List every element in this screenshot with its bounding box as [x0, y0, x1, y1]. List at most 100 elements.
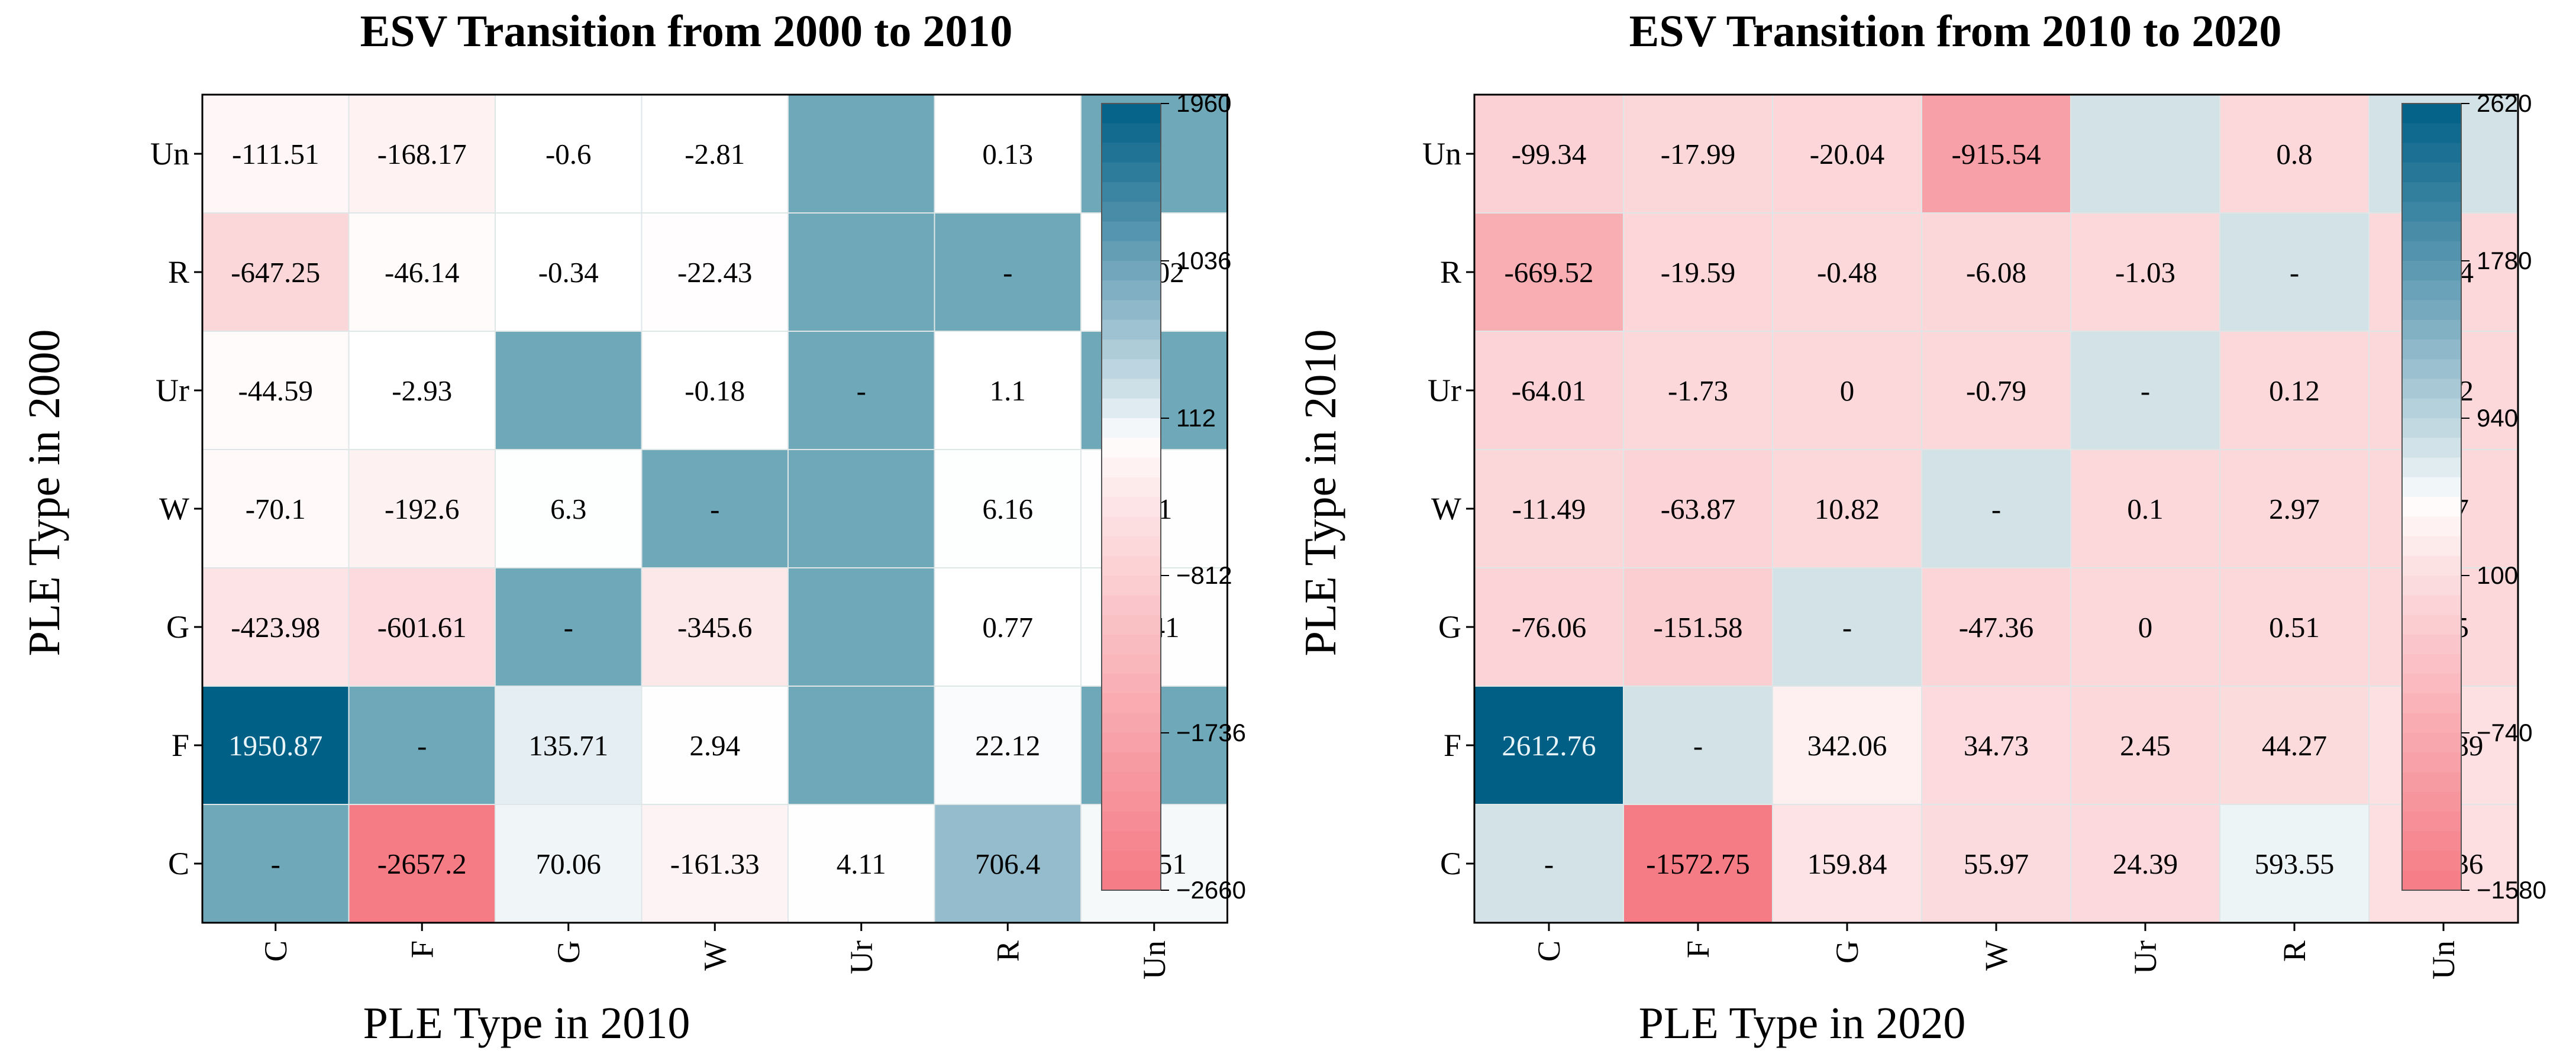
cell-value-label: -63.87 [1661, 493, 1736, 525]
colorbar-step [1102, 398, 1161, 419]
cell-value-label: -0.79 [1966, 374, 2026, 407]
colorbar-tick-label: 1960 [1176, 89, 1231, 117]
cell-value-label: -2.81 [685, 138, 745, 170]
heatmap-cell [495, 567, 643, 687]
heatmap-cell [641, 686, 789, 805]
colorbar-step [1102, 162, 1161, 183]
y-tick-label: F [1444, 728, 1461, 763]
x-tick-label: Ur [2128, 940, 2163, 974]
colorbar-step [1102, 674, 1161, 694]
heatmap-cell [1474, 567, 1624, 687]
colorbar-step [1102, 418, 1161, 439]
heatmap-cell [787, 567, 935, 687]
colorbar-step [2402, 497, 2461, 518]
cell-value-label: - [1991, 493, 2001, 525]
cell-value-label: -70.1 [246, 493, 306, 525]
cell-value-label: - [1003, 256, 1012, 289]
cell-value-label: - [2141, 374, 2150, 407]
heatmap-cell [1921, 94, 2071, 214]
y-axis-label: PLE Type in 2000 [20, 329, 69, 657]
cell-value-label: 0 [1840, 374, 1855, 407]
cell-value-label: 2.94 [689, 729, 740, 762]
heatmap-cell [495, 804, 643, 923]
colorbar-tick-label: 940 [2477, 404, 2518, 432]
heatmap-cell [2070, 449, 2220, 568]
colorbar-step [1102, 831, 1161, 852]
y-tick-label: G [166, 609, 189, 645]
colorbar-step [1102, 202, 1161, 222]
cell-value-label: - [2290, 256, 2299, 289]
cell-value-label: 70.06 [536, 848, 601, 880]
heatmap-panel-2000-2010: ESV Transition from 2000 to 2010 -111.51… [20, 7, 1246, 1048]
colorbar-step [2402, 851, 2461, 871]
heatmap-cell [1474, 686, 1624, 805]
heatmap-cell [787, 212, 935, 332]
colorbar-step [2402, 241, 2461, 261]
heatmap-cell [2219, 804, 2370, 923]
heatmap-cell [1474, 94, 1624, 214]
y-tick-label: F [172, 728, 189, 763]
cell-value-label: -0.48 [1817, 256, 1877, 289]
heatmap-cell [1921, 804, 2071, 923]
cell-value-label: 2.45 [2120, 729, 2171, 762]
colorbar-step [1102, 634, 1161, 655]
heatmap-cell [641, 449, 789, 568]
colorbar: 2620 1780 940 100 −740 −1580 [2401, 89, 2546, 904]
heatmap-cell [2219, 212, 2370, 332]
heatmap-cell [1623, 686, 1773, 805]
cell-value-label: 6.16 [982, 493, 1033, 525]
cell-value-label: -6.08 [1966, 256, 2026, 289]
heatmap-cell [1921, 331, 2071, 450]
cell-value-label: -17.99 [1661, 138, 1736, 170]
cell-value-label: 0 [2138, 611, 2153, 644]
x-tick-label: Un [1137, 940, 1172, 980]
cell-value-label: -345.6 [677, 611, 753, 644]
colorbar-step [1102, 752, 1161, 773]
x-tick-label: W [697, 940, 732, 971]
cell-value-label: -111.51 [232, 138, 319, 170]
colorbar-step [2402, 162, 2461, 183]
heatmap-cell [202, 94, 350, 214]
cell-value-label: 593.55 [2255, 848, 2335, 880]
cell-value-label: -1.03 [2115, 256, 2175, 289]
colorbar-step [1102, 340, 1161, 360]
colorbar-step [2402, 418, 2461, 439]
colorbar-step [2402, 319, 2461, 340]
colorbar-step [2402, 791, 2461, 812]
heatmap-cell [1921, 686, 2071, 805]
cell-value-label: 2612.76 [1502, 729, 1596, 762]
colorbar-step [1102, 536, 1161, 557]
cell-value-label: 342.06 [1807, 729, 1887, 762]
colorbar-step [1102, 280, 1161, 301]
colorbar-step [1102, 379, 1161, 399]
cell-value-label: 706.4 [975, 848, 1040, 880]
heatmap-cell [1623, 94, 1773, 214]
x-tick-label: C [258, 940, 293, 962]
x-tick-label: W [1978, 940, 2014, 971]
colorbar-step [2402, 221, 2461, 242]
cell-value-label: 135.71 [528, 729, 608, 762]
colorbar-step [2402, 595, 2461, 616]
cell-value-label: 0.8 [2276, 138, 2312, 170]
cell-value-label: -19.59 [1661, 256, 1736, 289]
x-tick-label: R [2277, 940, 2312, 962]
y-tick-label: W [1431, 491, 1461, 526]
heatmap-cell [1772, 449, 1922, 568]
heatmap-cell [787, 331, 935, 450]
heatmap-cell [1623, 449, 1773, 568]
colorbar-step [2402, 615, 2461, 635]
y-tick-label: C [168, 846, 189, 881]
colorbar-step [1102, 615, 1161, 635]
colorbar-step [1102, 576, 1161, 596]
heatmap-cell [1474, 449, 1624, 568]
colorbar-step [1102, 457, 1161, 478]
x-tick-label: G [1829, 940, 1865, 964]
heatmap-cell [1921, 567, 2071, 687]
colorbar-step [1102, 221, 1161, 242]
cell-value-label: -1.73 [1668, 374, 1728, 407]
cell-value-label: - [857, 374, 866, 407]
colorbar-tick-label: 112 [1176, 404, 1216, 432]
cell-value-label: 1950.87 [228, 729, 322, 762]
colorbar-step [2402, 536, 2461, 557]
colorbar-step [2402, 576, 2461, 596]
